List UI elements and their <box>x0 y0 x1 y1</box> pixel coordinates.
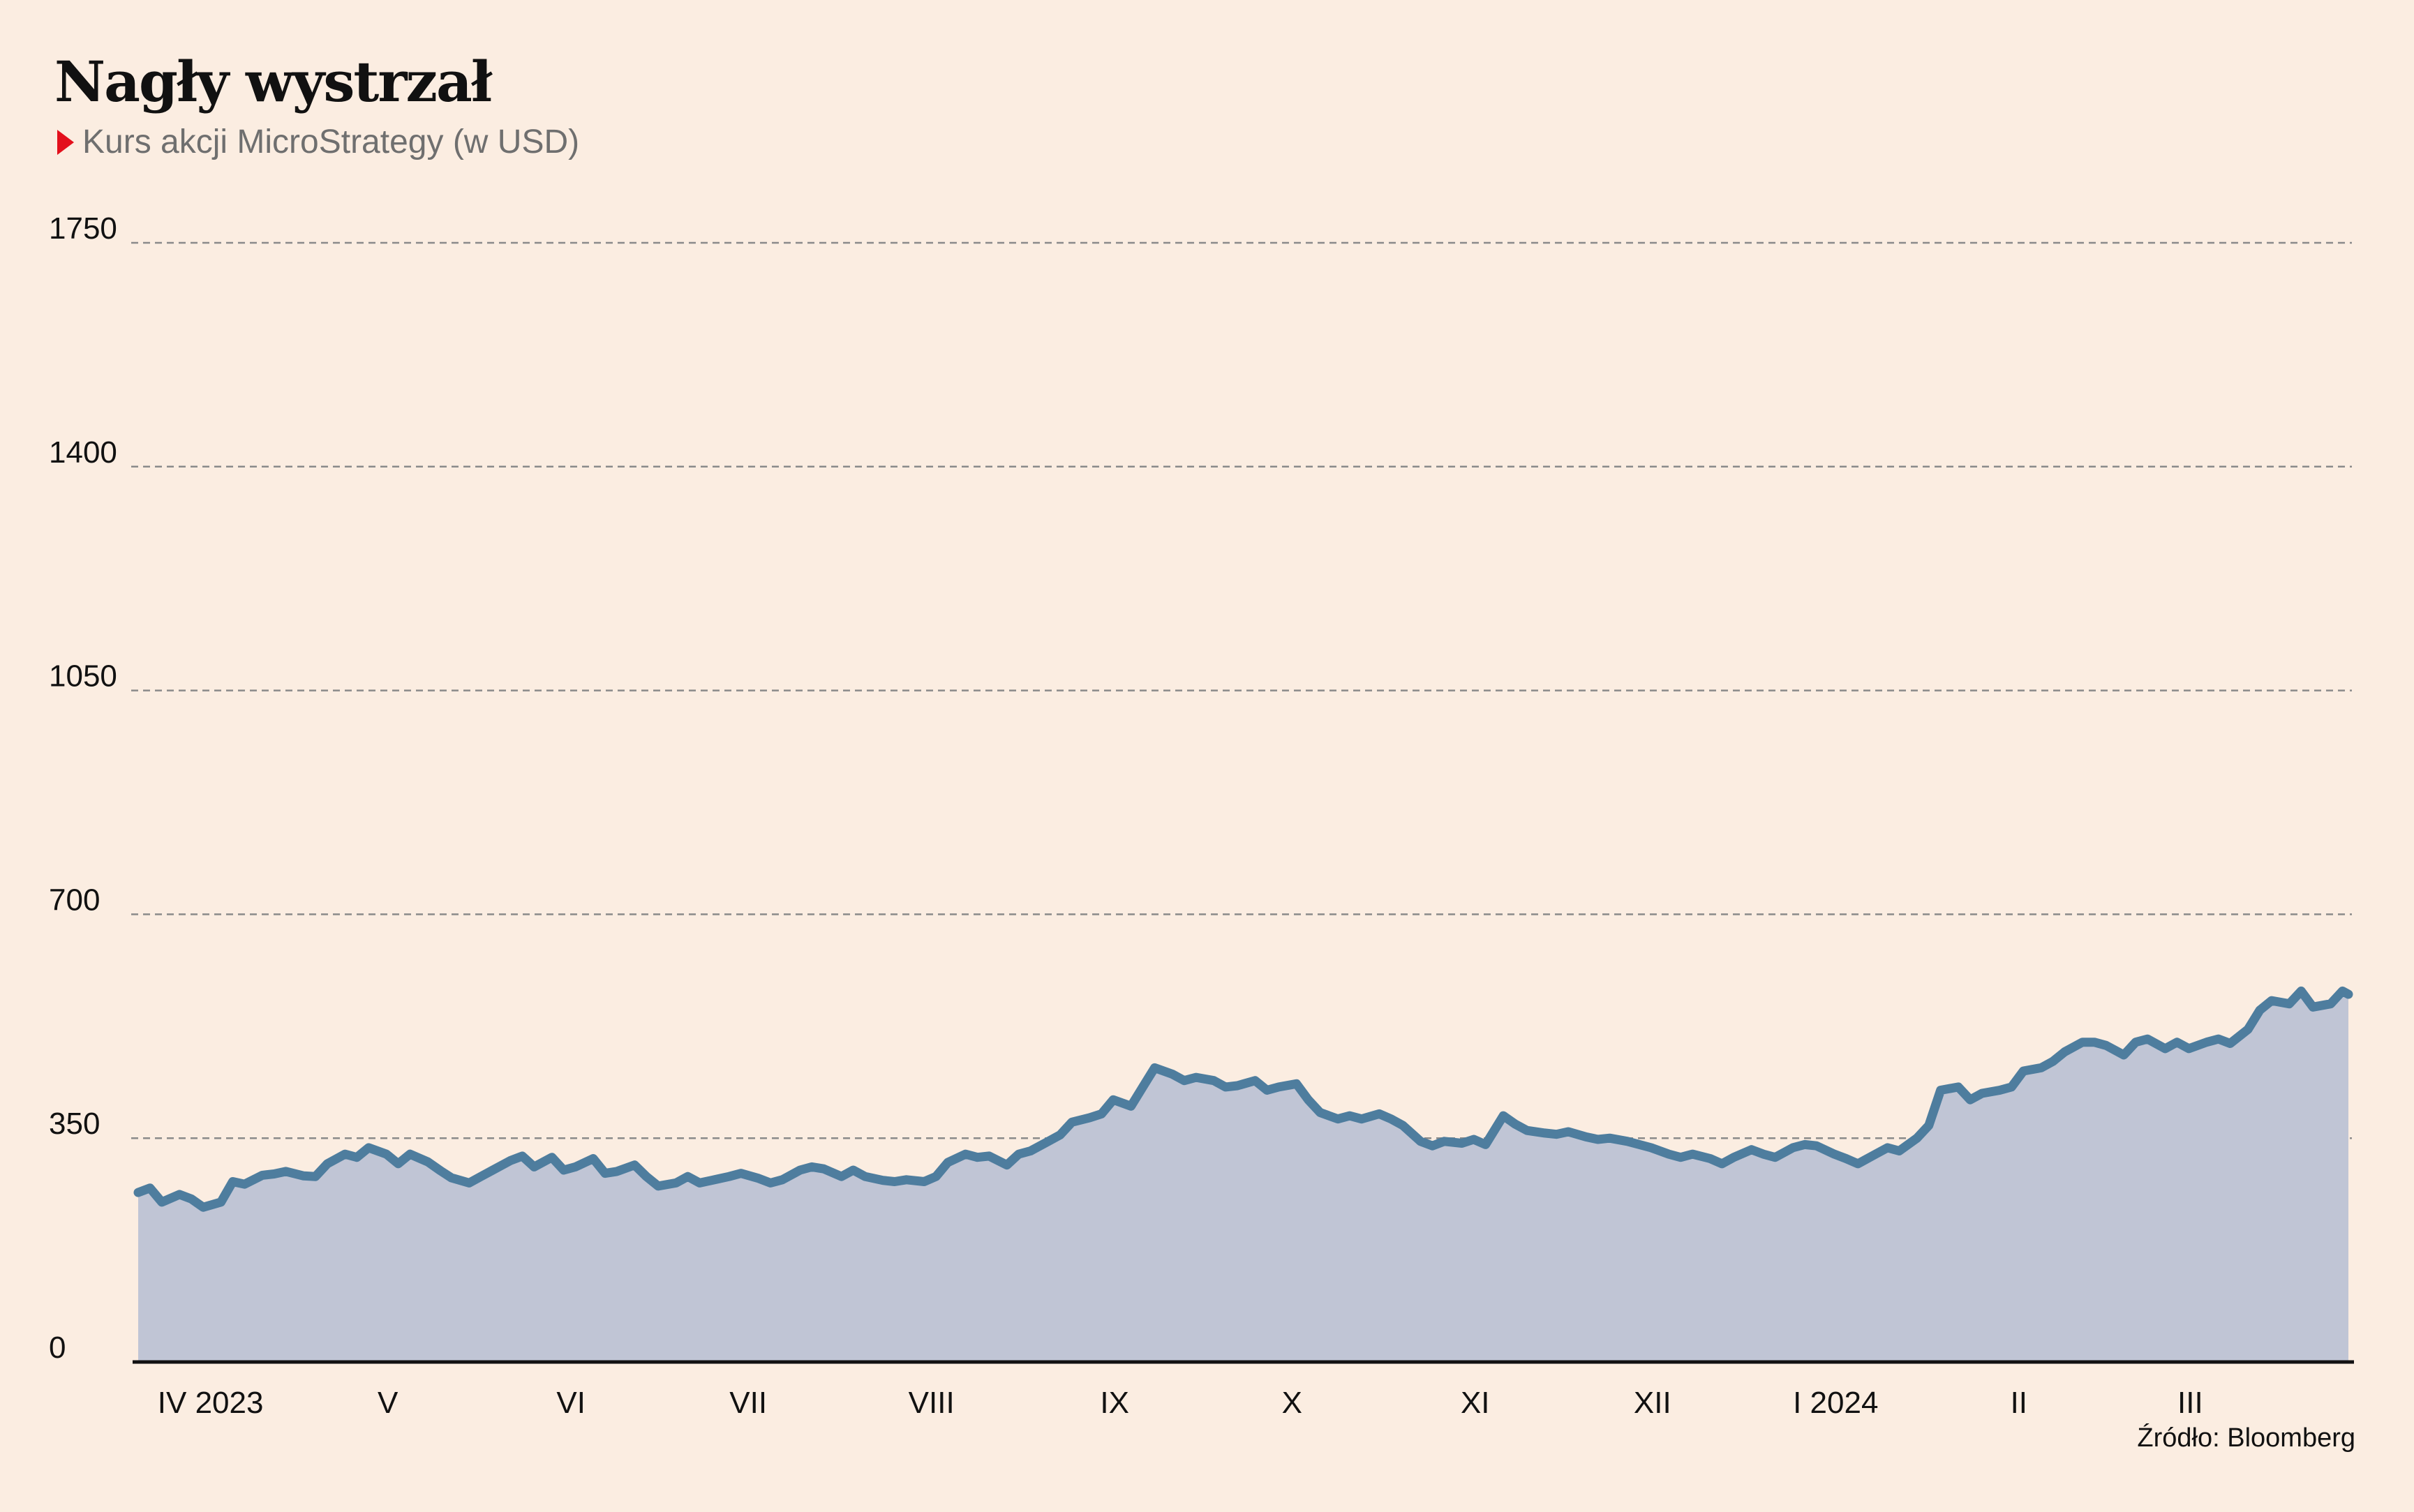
y-tick-label: 0 <box>49 1331 66 1365</box>
area-layer <box>133 986 2353 1362</box>
y-tick-label: 1400 <box>49 435 117 470</box>
x-tick-label: VII <box>729 1386 767 1420</box>
chart-subtitle: Kurs akcji MicroStrategy (w USD) <box>57 123 579 161</box>
x-tick-label: XI <box>1461 1386 1490 1420</box>
x-tick-label: IX <box>1100 1386 1129 1420</box>
y-tick-label: 1750 <box>49 211 117 246</box>
x-tick-label: V <box>378 1386 398 1420</box>
y-tick-labels: 0 350 700 1050 1400 1750 <box>49 211 117 1365</box>
x-tick-label: VIII <box>909 1386 955 1420</box>
x-tick-label: XII <box>1634 1386 1671 1420</box>
x-tick-label: I 2024 <box>1793 1386 1878 1420</box>
x-tick-label: IV 2023 <box>158 1386 264 1420</box>
x-tick-label: VI <box>556 1386 586 1420</box>
x-tick-label: II <box>2011 1386 2027 1420</box>
x-tick-label: III <box>2177 1386 2203 1420</box>
price-area <box>138 991 2348 1362</box>
y-tick-label: 1050 <box>49 659 117 694</box>
subtitle-text: Kurs akcji MicroStrategy (w USD) <box>82 123 580 160</box>
x-tick-labels: IV 2023 V VI VII VIII IX X XI XII I 2024 II III <box>158 1386 2203 1420</box>
red-triangle-icon <box>57 129 74 155</box>
source-note: Źródło: Bloomberg <box>2137 1423 2355 1453</box>
x-tick-label: X <box>1282 1386 1302 1420</box>
y-tick-label: 700 <box>49 883 100 917</box>
grid-lines <box>131 241 2352 1139</box>
chart-title: Nagły wystrzał <box>54 49 493 114</box>
y-tick-label: 350 <box>49 1107 100 1141</box>
price-line <box>133 986 2353 1212</box>
